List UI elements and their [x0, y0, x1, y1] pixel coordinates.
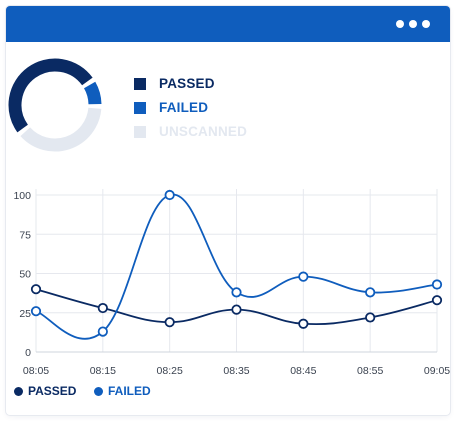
data-point-failed[interactable]: [431, 279, 443, 290]
x-tick-label: 08:15: [90, 365, 116, 377]
chart-legend-label-passed: PASSED: [28, 384, 77, 398]
x-tick-label: 08:45: [290, 365, 316, 377]
passed-swatch: [134, 78, 146, 90]
failed-dot: [94, 387, 103, 396]
x-tick-label: 08:35: [223, 365, 249, 377]
more-horizontal-icon[interactable]: [396, 17, 440, 31]
x-tick-label: 08:25: [157, 365, 183, 377]
legend-label-unscanned: UNSCANNED: [159, 124, 248, 139]
data-point-passed[interactable]: [298, 318, 309, 329]
y-tick-label: 25: [19, 308, 31, 320]
scan-results-line-chart: 0 25 50 75 100 08:05 08:15 08:25 08:35 08:45 08:55…: [13, 189, 450, 377]
data-point-passed[interactable]: [365, 312, 376, 323]
data-point-failed[interactable]: [164, 189, 175, 201]
data-point-passed[interactable]: [97, 302, 108, 314]
unscanned-swatch: [134, 126, 146, 138]
data-point-passed[interactable]: [231, 304, 242, 315]
data-point-failed[interactable]: [365, 287, 376, 298]
y-tick-label: 0: [25, 347, 31, 359]
donut-segment-unscanned: [20, 107, 102, 152]
menu-dot: [396, 20, 404, 28]
legend-label-passed: PASSED: [159, 76, 215, 91]
passed-dot: [14, 387, 23, 396]
x-tick-label: 08:05: [23, 365, 49, 377]
chart-legend-label-failed: FAILED: [108, 384, 151, 398]
y-tick-label: 50: [19, 269, 31, 281]
menu-dot: [422, 20, 430, 28]
failed-swatch: [134, 102, 146, 114]
data-point-passed[interactable]: [30, 284, 42, 295]
donut-segment-failed: [83, 81, 102, 105]
status-donut-chart: [8, 58, 102, 152]
x-tick-label: 09:05: [424, 365, 450, 377]
menu-dot: [409, 20, 417, 28]
data-point-failed[interactable]: [298, 271, 309, 282]
data-point-failed[interactable]: [30, 306, 42, 317]
y-tick-label: 75: [19, 229, 31, 241]
data-point-passed[interactable]: [431, 295, 443, 306]
data-point-passed[interactable]: [164, 317, 175, 328]
x-tick-label: 08:55: [357, 365, 383, 377]
donut-segment-passed: [8, 58, 93, 133]
legend-label-failed: FAILED: [159, 100, 209, 115]
y-tick-label: 100: [13, 190, 31, 202]
data-point-failed[interactable]: [97, 326, 108, 337]
title-bar: [6, 6, 450, 42]
data-point-failed[interactable]: [231, 287, 242, 298]
